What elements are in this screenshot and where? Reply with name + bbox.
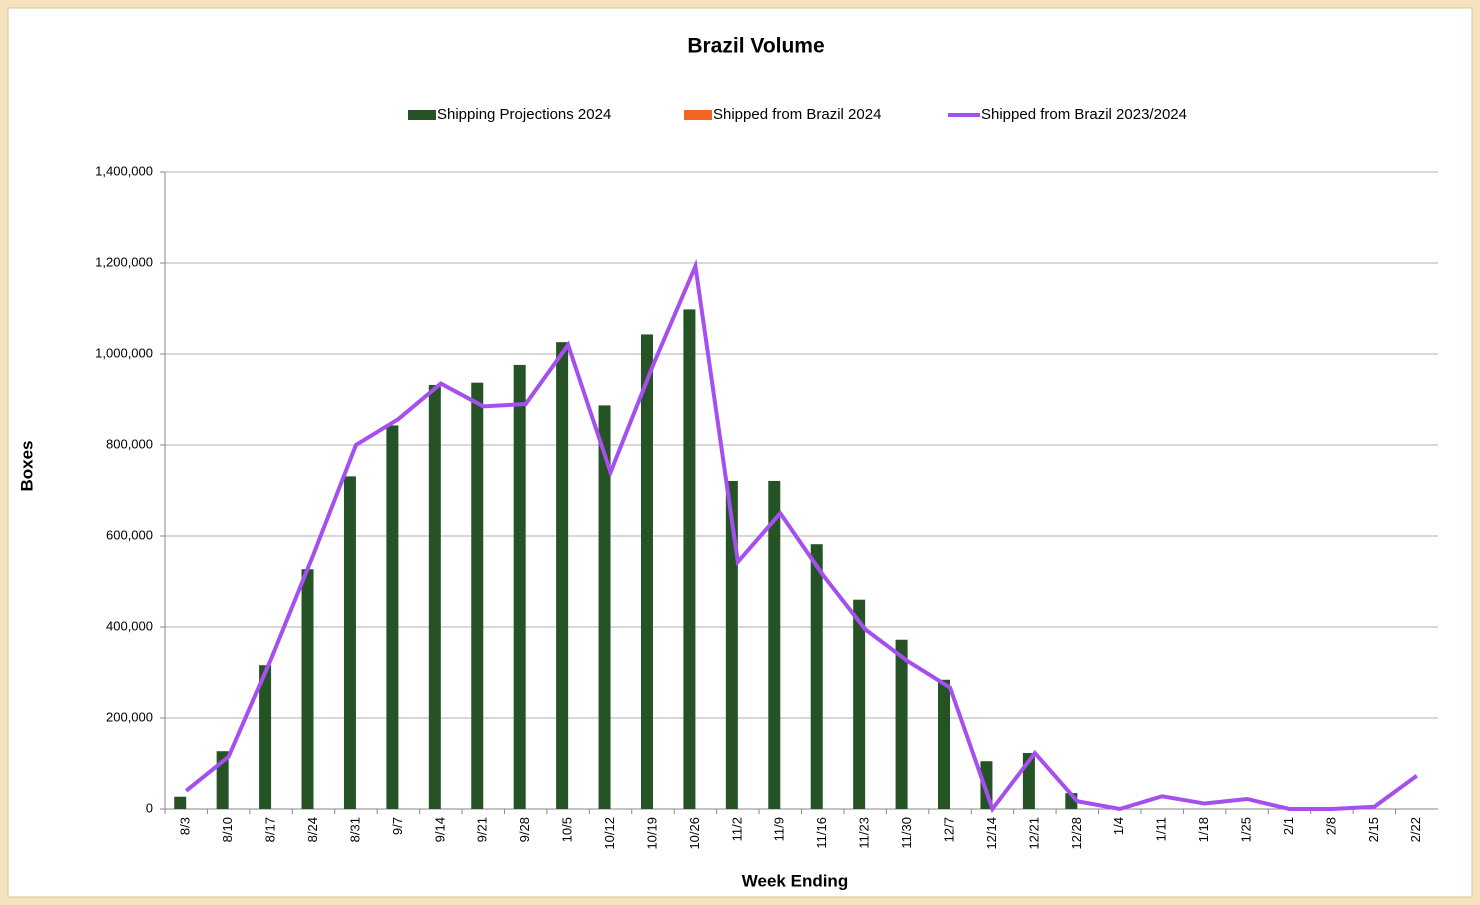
- y-tick-label: 200,000: [106, 709, 153, 724]
- bar: [556, 342, 569, 809]
- bar: [810, 544, 823, 809]
- legend-label: Shipped from Brazil 2023/2024: [981, 106, 1187, 123]
- x-tick-label: 10/19: [644, 817, 659, 850]
- bar: [938, 679, 951, 809]
- legend-swatch: [408, 110, 436, 120]
- y-axis-title: Boxes: [17, 440, 36, 491]
- bar: [853, 599, 866, 809]
- x-tick-label: 1/11: [1154, 817, 1169, 841]
- x-tick-label: 2/8: [1323, 817, 1338, 835]
- bar: [386, 425, 399, 809]
- y-tick-label: 1,000,000: [95, 345, 153, 360]
- bar: [768, 480, 781, 809]
- y-tick-label: 400,000: [106, 618, 153, 633]
- x-tick-label: 12/21: [1026, 817, 1041, 850]
- x-tick-label: 2/15: [1366, 817, 1381, 842]
- x-tick-label: 11/9: [772, 817, 787, 841]
- bar: [301, 569, 314, 809]
- line: [184, 258, 1418, 814]
- chart-title: Brazil Volume: [687, 35, 824, 58]
- x-tick-label: 11/23: [857, 817, 872, 849]
- bar: [640, 334, 653, 809]
- legend-swatch: [684, 110, 712, 120]
- y-tick-label: 600,000: [106, 527, 153, 542]
- y-tick-label: 800,000: [106, 436, 153, 451]
- x-tick-label: 12/14: [984, 817, 999, 850]
- y-tick-label: 1,200,000: [95, 254, 153, 269]
- x-tick-label: 9/7: [390, 817, 405, 835]
- x-tick-label: 8/17: [263, 817, 278, 842]
- bar: [725, 480, 738, 809]
- bar: [471, 382, 484, 809]
- bar: [428, 384, 441, 809]
- bar: [174, 796, 187, 809]
- bar: [683, 309, 696, 809]
- x-tick-label: 1/4: [1111, 817, 1126, 835]
- x-tick-label: 8/3: [178, 817, 193, 835]
- x-tick-label: 11/16: [814, 817, 829, 849]
- legend-label: Shipping Projections 2024: [437, 106, 611, 123]
- x-tick-label: 10/26: [687, 817, 702, 850]
- y-tick-label: 1,400,000: [95, 163, 153, 178]
- bar: [513, 364, 526, 809]
- x-axis-title: Week Ending: [742, 871, 848, 890]
- x-tick-label: 9/28: [517, 817, 532, 842]
- x-tick-label: 1/18: [1196, 817, 1211, 842]
- x-tick-label: 9/21: [475, 817, 490, 842]
- x-tick-label: 12/28: [1069, 817, 1084, 850]
- bar: [343, 476, 356, 809]
- x-tick-label: 12/7: [941, 817, 956, 842]
- x-tick-label: 10/12: [602, 817, 617, 850]
- legend-label: Shipped from Brazil 2024: [713, 106, 881, 123]
- chart-panel: [7, 7, 1473, 898]
- bar: [895, 639, 908, 809]
- x-tick-label: 11/30: [899, 817, 914, 849]
- x-tick-label: 8/24: [305, 817, 320, 842]
- y-tick-label: 0: [146, 800, 153, 815]
- x-tick-label: 8/31: [347, 817, 362, 842]
- bar: [259, 665, 272, 809]
- x-tick-label: 11/2: [729, 817, 744, 841]
- bar: [598, 405, 611, 809]
- x-tick-label: 1/25: [1238, 817, 1253, 842]
- bar: [1022, 753, 1035, 809]
- x-tick-label: 10/5: [560, 817, 575, 842]
- x-tick-label: 9/14: [432, 817, 447, 842]
- x-tick-label: 2/22: [1408, 817, 1423, 842]
- x-tick-label: 8/10: [220, 817, 235, 842]
- x-tick-label: 2/1: [1281, 817, 1296, 835]
